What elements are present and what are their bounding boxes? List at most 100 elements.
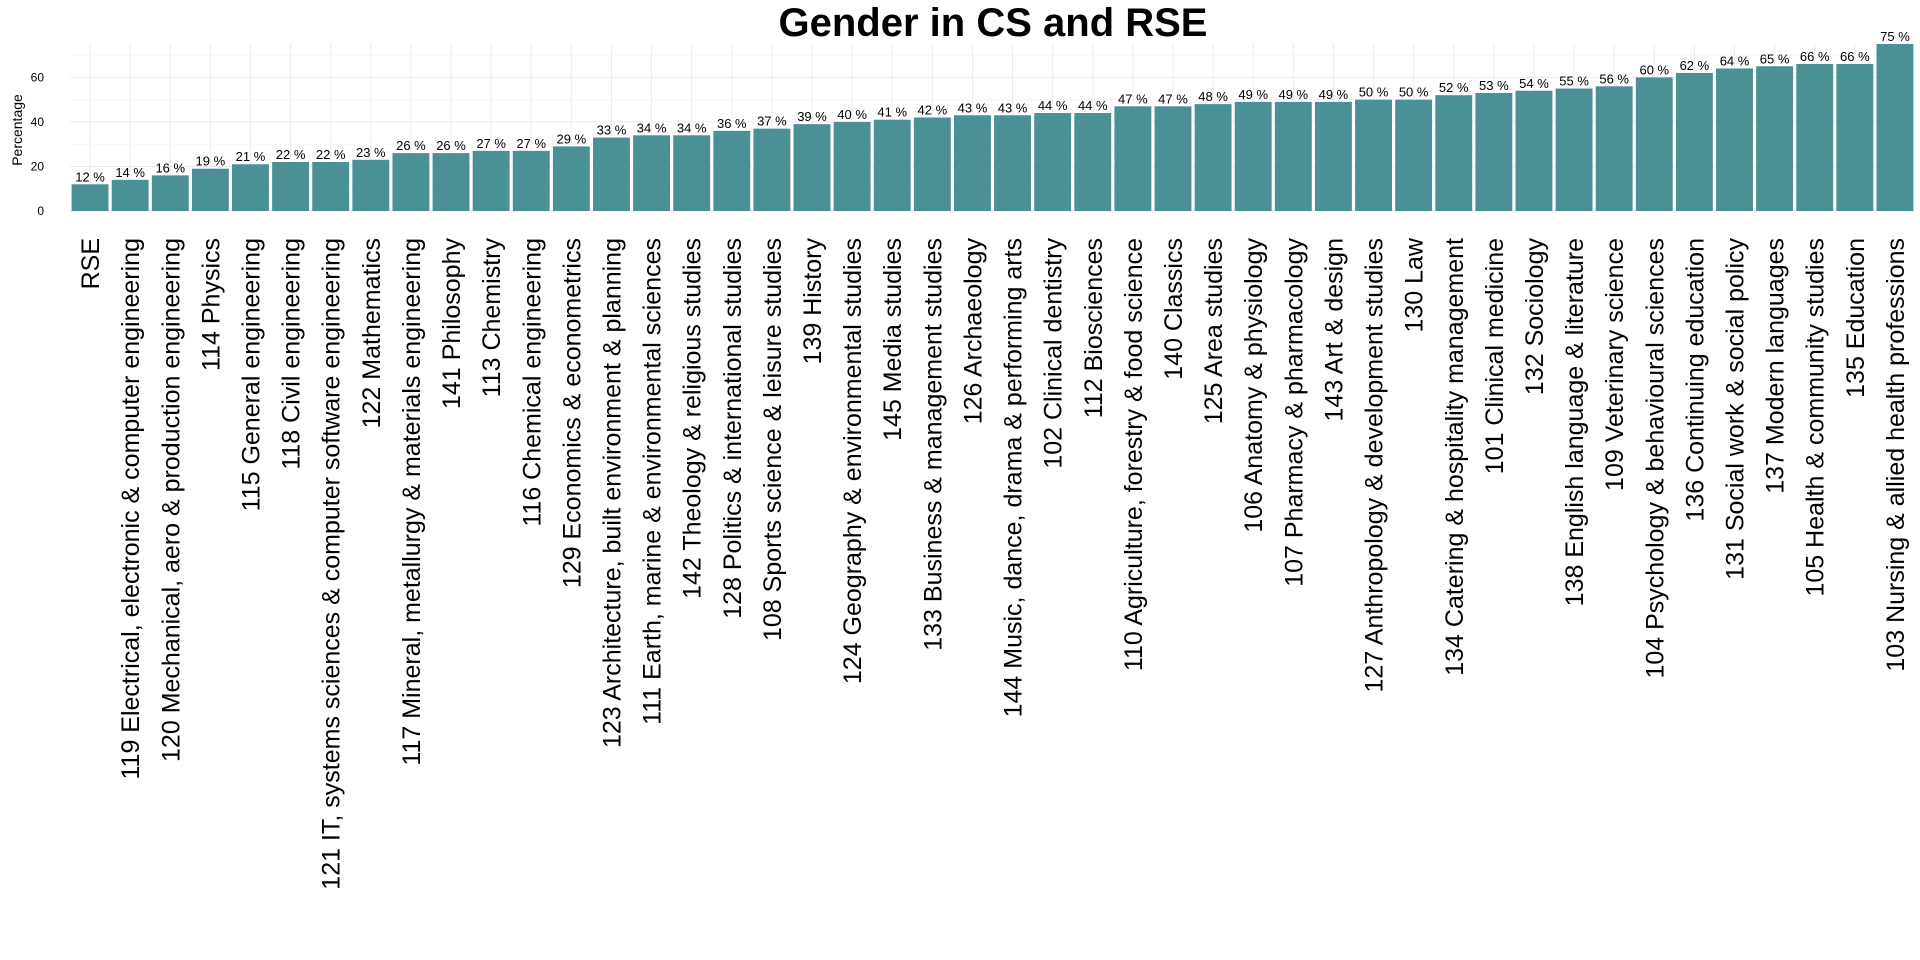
y-tick-label: 60 xyxy=(31,70,45,84)
data-label: 12 % xyxy=(75,169,105,184)
x-tick-label: 122 Mathematics xyxy=(358,238,386,428)
x-tick-label: 113 Chemistry xyxy=(478,238,506,398)
x-tick-label: 136 Continuing education xyxy=(1681,238,1709,522)
data-label: 36 % xyxy=(717,116,747,131)
data-label: 34 % xyxy=(637,120,667,135)
x-tick-label: 139 History xyxy=(799,238,827,365)
data-label: 44 % xyxy=(1038,98,1068,113)
x-tick-label: 101 Clinical medicine xyxy=(1481,238,1509,474)
bar xyxy=(873,119,911,211)
x-tick-label: 124 Geography & environmental studies xyxy=(839,238,867,684)
x-tick-label: 102 Clinical dentistry xyxy=(1040,238,1068,469)
bar xyxy=(673,135,711,211)
x-tick-label: 105 Health & community studies xyxy=(1802,238,1830,597)
chart-title: Gender in CS and RSE xyxy=(779,1,1208,45)
x-tick-label: 106 Anatomy & physiology xyxy=(1240,238,1268,533)
bar xyxy=(1675,72,1713,211)
bar xyxy=(552,146,590,211)
y-tick-labels: 0 20 40 60 xyxy=(31,70,45,218)
x-tick-label: 115 General engineering xyxy=(237,238,265,511)
x-tick-label: 119 Electrical, electronic & computer en… xyxy=(117,238,145,780)
bar xyxy=(111,179,149,211)
data-label: 29 % xyxy=(557,131,587,146)
bar xyxy=(833,121,871,211)
data-label: 34 % xyxy=(677,120,707,135)
bar xyxy=(1595,86,1633,211)
bar xyxy=(71,184,109,211)
x-tick-label: RSE xyxy=(77,238,105,289)
data-label: 41 % xyxy=(877,105,907,120)
data-label: 54 % xyxy=(1519,76,1549,91)
bar xyxy=(1114,106,1152,211)
bar xyxy=(1355,99,1392,211)
data-label: 42 % xyxy=(918,102,948,117)
data-label: 49 % xyxy=(1278,87,1308,102)
bar xyxy=(472,150,510,211)
x-tick-label: 116 Chemical engineering xyxy=(518,238,546,527)
bar xyxy=(1635,77,1673,212)
x-tick-label: 129 Economics & econometrics xyxy=(558,238,586,588)
x-tick-label: 126 Archaeology xyxy=(959,238,987,425)
x-tick-label: 137 Modern languages xyxy=(1762,238,1790,494)
bar xyxy=(1515,90,1553,211)
bar xyxy=(1274,101,1312,211)
data-label: 49 % xyxy=(1319,87,1349,102)
data-label: 62 % xyxy=(1680,58,1710,73)
x-tick-label: 118 Civil engineering xyxy=(278,238,306,470)
data-label: 22 % xyxy=(276,147,306,162)
bar xyxy=(954,115,991,211)
x-tick-label: 135 Education xyxy=(1842,238,1870,398)
x-tick-label: 138 English language & literature xyxy=(1561,238,1589,606)
data-label: 21 % xyxy=(236,149,266,164)
data-label: 50 % xyxy=(1399,85,1429,100)
bar xyxy=(232,164,269,211)
x-tick-label: 128 Politics & international studies xyxy=(719,238,747,619)
bar xyxy=(1475,92,1513,211)
data-label: 55 % xyxy=(1559,74,1589,89)
x-tick-label: 141 Philosophy xyxy=(438,238,466,409)
data-label: 60 % xyxy=(1639,62,1669,77)
bar xyxy=(352,159,390,211)
data-label: 27 % xyxy=(516,136,546,151)
data-label: 44 % xyxy=(1078,98,1108,113)
bar xyxy=(1555,88,1593,211)
x-tick-label: 114 Physics xyxy=(197,238,225,371)
x-tick-label: 143 Art & design xyxy=(1320,238,1348,421)
data-label: 66 % xyxy=(1840,49,1870,64)
y-tick-label: 40 xyxy=(31,115,45,129)
x-tick-label: 123 Architecture, built environment & pl… xyxy=(598,238,626,748)
x-tick-label: 127 Anthropology & development studies xyxy=(1361,238,1389,692)
data-label: 16 % xyxy=(155,160,185,175)
bar xyxy=(151,175,189,211)
data-label: 37 % xyxy=(757,114,787,129)
x-tick-label: 130 Law xyxy=(1401,237,1429,332)
bars xyxy=(71,44,1914,212)
bar xyxy=(1395,99,1433,211)
x-tick-label: 103 Nursing & allied health professions xyxy=(1882,238,1910,672)
data-labels: 12 % 14 % 16 % 19 % 21 % 22 % 22 % 23 % 26 % 26 %… xyxy=(75,29,1910,184)
bar xyxy=(432,153,470,211)
data-label: 48 % xyxy=(1198,89,1228,104)
data-label: 14 % xyxy=(115,165,145,180)
data-label: 43 % xyxy=(998,100,1028,115)
data-label: 47 % xyxy=(1118,91,1148,106)
x-tick-label: 110 Agriculture, forestry & food science xyxy=(1120,238,1148,671)
bar xyxy=(191,168,229,211)
x-tick-label: 120 Mechanical, aero & production engine… xyxy=(157,238,185,762)
x-tick-label: 142 Theology & religious studies xyxy=(679,238,707,599)
x-tick-label: 133 Business & management studies xyxy=(919,238,947,651)
bar xyxy=(633,135,671,211)
bar xyxy=(272,162,310,211)
x-tick-label: 132 Sociology xyxy=(1521,238,1549,396)
data-label: 22 % xyxy=(316,147,346,162)
data-label: 27 % xyxy=(476,136,506,151)
x-tick-label: 140 Classics xyxy=(1160,238,1188,380)
bar xyxy=(512,150,550,211)
x-tick-label: 117 Mineral, metallurgy & materials engi… xyxy=(398,238,426,766)
data-label: 40 % xyxy=(837,107,867,122)
bar xyxy=(913,117,951,211)
bar xyxy=(1234,101,1272,211)
x-tick-label: 121 IT, systems sciences & computer soft… xyxy=(318,238,346,890)
y-tick-label: 0 xyxy=(37,204,44,218)
